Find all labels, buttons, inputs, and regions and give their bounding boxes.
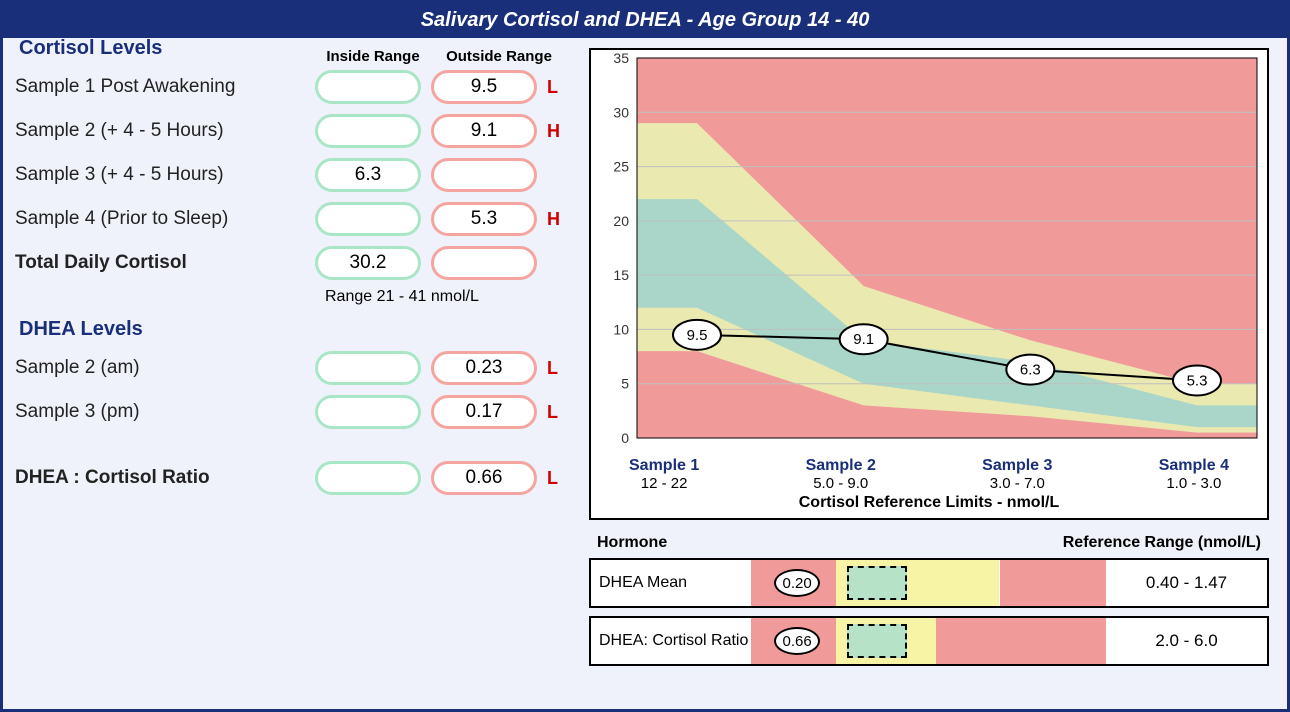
content: Inside Range Outside Range Cortisol Leve… — [3, 38, 1287, 684]
row-label: Sample 1 Post Awakening — [15, 76, 315, 98]
total-inside-pill: 30.2 — [315, 246, 421, 280]
optimal-range-box — [847, 566, 907, 600]
dhea-row: Sample 3 (pm) 0.17 L — [15, 395, 575, 429]
row-label: Sample 2 (am) — [15, 357, 315, 379]
report-panel: Salivary Cortisol and DHEA - Age Group 1… — [0, 0, 1290, 712]
svg-text:10: 10 — [613, 321, 629, 337]
right-column: 0 5 10 15 20 25 30 35 9.5 9.1 6.3 5.3 Sample 112 - … — [589, 48, 1269, 674]
outside-pill: 0.17 — [431, 395, 537, 429]
sample-range: 1.0 - 3.0 — [1159, 475, 1229, 492]
inside-pill — [315, 351, 421, 385]
report-title: Salivary Cortisol and DHEA - Age Group 1… — [3, 3, 1287, 38]
header-outside-range: Outside Range — [441, 48, 557, 65]
svg-text:15: 15 — [613, 267, 629, 283]
reference-limit-column: Sample 25.0 - 9.0 — [806, 457, 876, 492]
sample-range: 3.0 - 7.0 — [982, 475, 1052, 492]
hormone-reference-range: 2.0 - 6.0 — [1106, 618, 1267, 664]
svg-text:25: 25 — [613, 159, 629, 175]
hormone-reference-range: 0.40 - 1.47 — [1106, 560, 1267, 606]
header-inside-range: Inside Range — [315, 48, 431, 65]
hormone-table: Hormone Reference Range (nmol/L) DHEA Me… — [589, 534, 1269, 666]
cortisol-row: Sample 1 Post Awakening 9.5 L — [15, 70, 575, 104]
total-daily-cortisol-row: Total Daily Cortisol 30.2 — [15, 246, 575, 280]
inside-pill: 6.3 — [315, 158, 421, 192]
outside-pill: 9.1 — [431, 114, 537, 148]
range-flag: L — [547, 402, 567, 423]
reference-limit-column: Sample 33.0 - 7.0 — [982, 457, 1052, 492]
hormone-table-header: Hormone Reference Range (nmol/L) — [589, 534, 1269, 558]
sample-name: Sample 2 — [806, 457, 876, 475]
sample-range: 5.0 - 9.0 — [806, 475, 876, 492]
svg-text:5: 5 — [621, 376, 629, 392]
cortisol-row: Sample 4 (Prior to Sleep) 5.3 H — [15, 202, 575, 236]
optimal-range-box — [847, 624, 907, 658]
outside-pill — [431, 158, 537, 192]
dhea-row: Sample 2 (am) 0.23 L — [15, 351, 575, 385]
outside-pill: 9.5 — [431, 70, 537, 104]
svg-text:9.1: 9.1 — [853, 331, 874, 348]
svg-text:0: 0 — [621, 430, 629, 446]
ratio-row: DHEA : Cortisol Ratio 0.66 L — [15, 461, 575, 495]
svg-text:20: 20 — [613, 213, 629, 229]
ratio-inside-pill — [315, 461, 421, 495]
inside-pill — [315, 114, 421, 148]
range-flag: L — [547, 77, 567, 98]
svg-text:6.3: 6.3 — [1020, 362, 1041, 379]
svg-text:5.3: 5.3 — [1187, 372, 1208, 389]
hormone-value-marker: 0.66 — [774, 627, 820, 655]
hormone-name: DHEA: Cortisol Ratio — [591, 618, 751, 664]
range-flag: L — [547, 358, 567, 379]
sample-name: Sample 3 — [982, 457, 1052, 475]
svg-text:30: 30 — [613, 104, 629, 120]
hormone-range-bar: 0.20 — [751, 560, 1106, 606]
left-column: Inside Range Outside Range Cortisol Leve… — [15, 48, 575, 674]
total-range-note: Range 21 - 41 nmol/L — [325, 288, 575, 306]
outside-pill: 0.23 — [431, 351, 537, 385]
row-label: Sample 3 (pm) — [15, 401, 315, 423]
cortisol-row: Sample 2 (+ 4 - 5 Hours) 9.1 H — [15, 114, 575, 148]
range-flag: H — [547, 121, 567, 142]
cortisol-chart-box: 0 5 10 15 20 25 30 35 9.5 9.1 6.3 5.3 Sample 112 - … — [589, 48, 1269, 520]
hormone-header-left: Hormone — [597, 534, 767, 552]
inside-pill — [315, 70, 421, 104]
ratio-label: DHEA : Cortisol Ratio — [15, 467, 315, 489]
reference-limit-column: Sample 112 - 22 — [629, 457, 699, 492]
total-label: Total Daily Cortisol — [15, 252, 315, 274]
reference-limits-row: Sample 112 - 22 Sample 25.0 - 9.0 Sample 3… — [591, 455, 1267, 494]
inside-pill — [315, 395, 421, 429]
svg-text:35: 35 — [613, 50, 629, 66]
inside-pill — [315, 202, 421, 236]
outside-pill: 5.3 — [431, 202, 537, 236]
reference-limits-title: Cortisol Reference Limits - nmol/L — [591, 494, 1267, 518]
hormone-name: DHEA Mean — [591, 560, 751, 606]
cortisol-row: Sample 3 (+ 4 - 5 Hours)6.3 — [15, 158, 575, 192]
sample-name: Sample 1 — [629, 457, 699, 475]
dhea-levels-title: DHEA Levels — [19, 318, 575, 341]
cortisol-chart: 0 5 10 15 20 25 30 35 9.5 9.1 6.3 5.3 — [591, 50, 1267, 450]
hormone-row: DHEA: Cortisol Ratio 0.66 2.0 - 6.0 — [589, 616, 1269, 666]
reference-limit-column: Sample 41.0 - 3.0 — [1159, 457, 1229, 492]
sample-range: 12 - 22 — [629, 475, 699, 492]
row-label: Sample 2 (+ 4 - 5 Hours) — [15, 120, 315, 142]
hormone-value-marker: 0.20 — [774, 569, 820, 597]
total-outside-pill — [431, 246, 537, 280]
hormone-row: DHEA Mean 0.20 0.40 - 1.47 — [589, 558, 1269, 608]
sample-name: Sample 4 — [1159, 457, 1229, 475]
hormone-range-bar: 0.66 — [751, 618, 1106, 664]
row-label: Sample 4 (Prior to Sleep) — [15, 208, 315, 230]
row-label: Sample 3 (+ 4 - 5 Hours) — [15, 164, 315, 186]
svg-text:9.5: 9.5 — [687, 327, 708, 344]
hormone-header-right: Reference Range (nmol/L) — [767, 534, 1261, 552]
ratio-flag: L — [547, 468, 567, 489]
ratio-outside-pill: 0.66 — [431, 461, 537, 495]
range-flag: H — [547, 209, 567, 230]
